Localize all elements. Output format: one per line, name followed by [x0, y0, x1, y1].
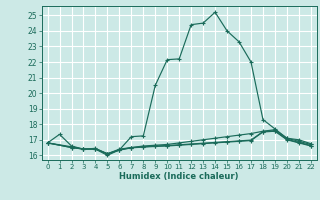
X-axis label: Humidex (Indice chaleur): Humidex (Indice chaleur)	[119, 172, 239, 181]
